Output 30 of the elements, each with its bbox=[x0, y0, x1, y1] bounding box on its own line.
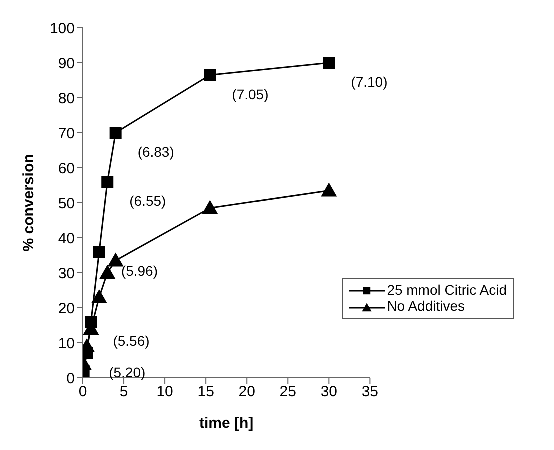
legend-label: No Additives bbox=[386, 298, 466, 315]
y-tick-label: 100 bbox=[50, 20, 75, 38]
y-tick-label: 30 bbox=[58, 265, 75, 282]
y-tick-label: 40 bbox=[58, 230, 75, 248]
x-tick-label: 30 bbox=[320, 384, 338, 401]
y-tick-label: 20 bbox=[58, 300, 75, 318]
x-tick-label: 15 bbox=[198, 384, 214, 401]
x-tick-label: 5 bbox=[120, 384, 128, 401]
y-tick-label: 60 bbox=[58, 160, 75, 178]
y-tick-label: 90 bbox=[58, 55, 75, 72]
annotation: (5.20) bbox=[109, 364, 146, 380]
x-tick-label: 20 bbox=[238, 384, 256, 401]
annotation: (5.96) bbox=[121, 263, 158, 279]
annotation: (5.56) bbox=[113, 333, 150, 349]
annotation: (7.10) bbox=[351, 74, 388, 90]
y-tick-label: 80 bbox=[58, 90, 75, 108]
x-tick-label: 10 bbox=[156, 384, 174, 401]
x-tick-label: 0 bbox=[78, 384, 88, 401]
x-tick-label: 35 bbox=[362, 384, 379, 401]
annotation: (6.55) bbox=[130, 193, 166, 209]
x-axis-title: time [h] bbox=[200, 415, 254, 432]
y-tick-label: 10 bbox=[58, 335, 75, 352]
annotation: (7.05) bbox=[232, 86, 269, 102]
y-tick-label: 50 bbox=[58, 195, 75, 212]
x-tick-label: 25 bbox=[280, 384, 296, 401]
y-axis-title: % conversion bbox=[20, 154, 38, 252]
y-tick-label: 70 bbox=[58, 125, 75, 142]
y-tick-label: 0 bbox=[66, 370, 75, 388]
annotation: (6.83) bbox=[138, 144, 174, 160]
legend-label: 25 mmol Citric Acid bbox=[386, 282, 507, 298]
